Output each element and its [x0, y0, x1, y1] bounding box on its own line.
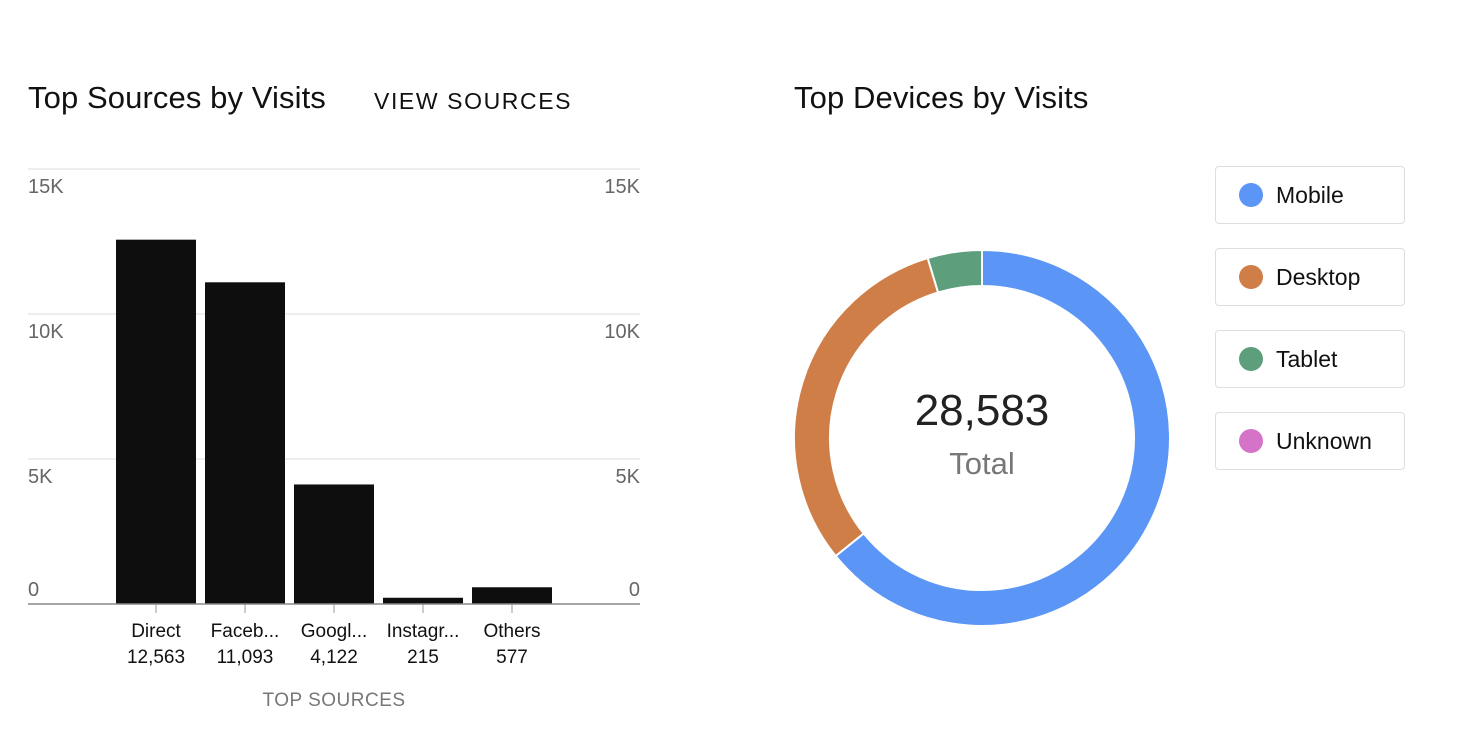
bar-4: [383, 597, 463, 604]
device-legend: Mobile Desktop Tablet Unknown: [1215, 166, 1405, 494]
bar-3: [294, 484, 374, 604]
bar-2: [205, 282, 285, 604]
x-category-label: Direct: [131, 621, 181, 642]
top-sources-bar-chart: 0 0 5K 5K 10K 10K 15K 15K Direct 12,563 Faceb... 11…: [28, 168, 641, 711]
y-tick-label-right: 0: [629, 579, 640, 601]
y-tick-label-right: 15K: [604, 176, 640, 198]
donut-slice-mobile: [834, 248, 1171, 627]
x-category-label: Others: [483, 621, 540, 642]
desktop-color-dot: [1239, 265, 1263, 289]
donut-slice-tablet: [926, 248, 983, 294]
x-category-label: Instagr...: [387, 621, 460, 642]
y-tick-label-right: 5K: [616, 466, 641, 488]
x-value-label: 577: [496, 647, 528, 668]
y-tick-label-right: 10K: [604, 321, 640, 343]
tablet-color-dot: [1239, 347, 1263, 371]
unknown-color-dot: [1239, 429, 1263, 453]
x-value-label: 11,093: [217, 647, 274, 668]
legend-item-mobile[interactable]: Mobile: [1215, 166, 1405, 224]
y-tick-label-left: 0: [28, 579, 39, 601]
legend-label-mobile: Mobile: [1276, 181, 1344, 208]
x-value-label: 4,122: [310, 647, 358, 668]
top-devices-title: Top Devices by Visits: [794, 80, 1089, 115]
legend-label-desktop: Desktop: [1276, 263, 1361, 290]
donut-total-value: 28,583: [914, 386, 1050, 435]
x-category-label: Faceb...: [211, 621, 280, 642]
x-value-label: 12,563: [127, 647, 185, 668]
y-tick-label-left: 10K: [28, 321, 64, 343]
x-value-label: 215: [407, 647, 439, 668]
legend-item-unknown[interactable]: Unknown: [1215, 412, 1405, 470]
top-devices-donut-chart: [793, 248, 1171, 627]
donut-total-label: Total: [949, 446, 1015, 481]
bar-1: [116, 239, 196, 604]
legend-label-unknown: Unknown: [1276, 427, 1372, 454]
y-tick-label-left: 15K: [28, 176, 64, 198]
legend-label-tablet: Tablet: [1276, 345, 1338, 372]
y-tick-label-left: 5K: [28, 466, 53, 488]
x-axis-title: TOP SOURCES: [262, 690, 405, 711]
x-category-label: Googl...: [301, 621, 368, 642]
view-sources-link[interactable]: VIEW SOURCES: [374, 88, 573, 114]
legend-item-tablet[interactable]: Tablet: [1215, 330, 1405, 388]
top-sources-title: Top Sources by Visits: [28, 80, 326, 115]
mobile-color-dot: [1239, 183, 1263, 207]
legend-item-desktop[interactable]: Desktop: [1215, 248, 1405, 306]
bar-5: [472, 587, 552, 604]
